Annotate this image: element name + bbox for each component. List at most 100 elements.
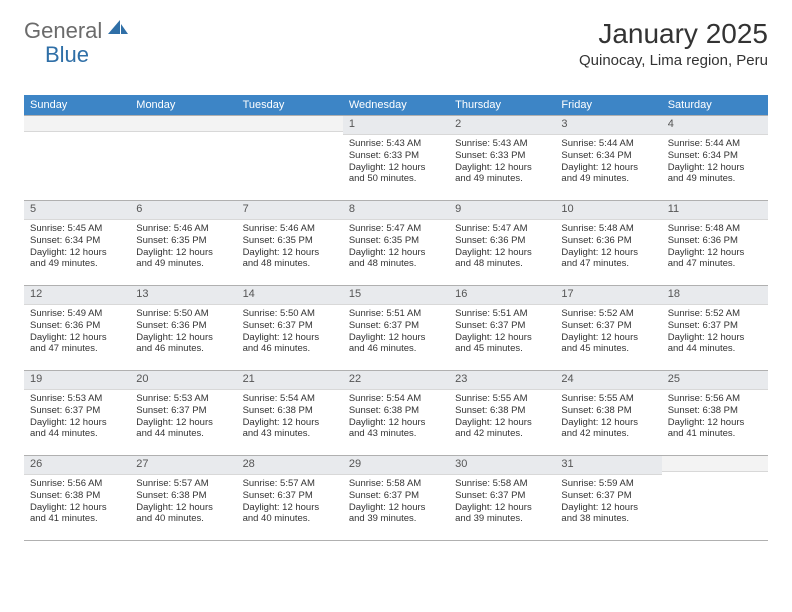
location-subtitle: Quinocay, Lima region, Peru (579, 52, 768, 69)
sunrise-line: Sunrise: 5:53 AM (30, 393, 124, 405)
day-number: 16 (449, 286, 555, 305)
day-body: Sunrise: 5:53 AMSunset: 6:37 PMDaylight:… (24, 390, 130, 445)
sunrise-line: Sunrise: 5:46 AM (136, 223, 230, 235)
sunrise-line: Sunrise: 5:55 AM (455, 393, 549, 405)
day-body: Sunrise: 5:50 AMSunset: 6:36 PMDaylight:… (130, 305, 236, 360)
sunset-line: Sunset: 6:34 PM (30, 235, 124, 247)
sunrise-line: Sunrise: 5:58 AM (349, 478, 443, 490)
sunrise-line: Sunrise: 5:53 AM (136, 393, 230, 405)
day-body: Sunrise: 5:47 AMSunset: 6:36 PMDaylight:… (449, 220, 555, 275)
sunset-line: Sunset: 6:34 PM (668, 150, 762, 162)
sunrise-line: Sunrise: 5:49 AM (30, 308, 124, 320)
day-number: 22 (343, 371, 449, 390)
day-number (24, 116, 130, 132)
sunrise-line: Sunrise: 5:47 AM (455, 223, 549, 235)
day-cell: 14Sunrise: 5:50 AMSunset: 6:37 PMDayligh… (237, 286, 343, 370)
day-cell: 19Sunrise: 5:53 AMSunset: 6:37 PMDayligh… (24, 371, 130, 455)
daylight-line: Daylight: 12 hours and 49 minutes. (136, 247, 230, 271)
sunset-line: Sunset: 6:38 PM (349, 405, 443, 417)
day-cell: 6Sunrise: 5:46 AMSunset: 6:35 PMDaylight… (130, 201, 236, 285)
day-cell: 25Sunrise: 5:56 AMSunset: 6:38 PMDayligh… (662, 371, 768, 455)
day-number: 28 (237, 456, 343, 475)
day-cell: 26Sunrise: 5:56 AMSunset: 6:38 PMDayligh… (24, 456, 130, 540)
daylight-line: Daylight: 12 hours and 47 minutes. (30, 332, 124, 356)
day-cell: 5Sunrise: 5:45 AMSunset: 6:34 PMDaylight… (24, 201, 130, 285)
daylight-line: Daylight: 12 hours and 47 minutes. (561, 247, 655, 271)
day-number: 13 (130, 286, 236, 305)
day-body: Sunrise: 5:52 AMSunset: 6:37 PMDaylight:… (662, 305, 768, 360)
sunset-line: Sunset: 6:36 PM (455, 235, 549, 247)
logo-sail-icon (104, 18, 130, 44)
day-body: Sunrise: 5:48 AMSunset: 6:36 PMDaylight:… (555, 220, 661, 275)
day-number: 8 (343, 201, 449, 220)
sunrise-line: Sunrise: 5:50 AM (136, 308, 230, 320)
day-number: 18 (662, 286, 768, 305)
weekday-header: SundayMondayTuesdayWednesdayThursdayFrid… (24, 95, 768, 115)
day-cell (24, 116, 130, 200)
day-body (24, 132, 130, 139)
daylight-line: Daylight: 12 hours and 46 minutes. (136, 332, 230, 356)
sunset-line: Sunset: 6:38 PM (243, 405, 337, 417)
sunrise-line: Sunrise: 5:51 AM (455, 308, 549, 320)
day-body: Sunrise: 5:51 AMSunset: 6:37 PMDaylight:… (449, 305, 555, 360)
day-body: Sunrise: 5:50 AMSunset: 6:37 PMDaylight:… (237, 305, 343, 360)
sunrise-line: Sunrise: 5:48 AM (561, 223, 655, 235)
day-body: Sunrise: 5:54 AMSunset: 6:38 PMDaylight:… (237, 390, 343, 445)
week-row: 19Sunrise: 5:53 AMSunset: 6:37 PMDayligh… (24, 370, 768, 455)
daylight-line: Daylight: 12 hours and 43 minutes. (243, 417, 337, 441)
day-number: 19 (24, 371, 130, 390)
weekday-label: Tuesday (237, 95, 343, 115)
daylight-line: Daylight: 12 hours and 44 minutes. (30, 417, 124, 441)
day-cell: 17Sunrise: 5:52 AMSunset: 6:37 PMDayligh… (555, 286, 661, 370)
sunrise-line: Sunrise: 5:48 AM (668, 223, 762, 235)
day-number: 4 (662, 116, 768, 135)
daylight-line: Daylight: 12 hours and 39 minutes. (349, 502, 443, 526)
sunset-line: Sunset: 6:37 PM (561, 490, 655, 502)
sunset-line: Sunset: 6:37 PM (455, 490, 549, 502)
sunset-line: Sunset: 6:37 PM (349, 320, 443, 332)
day-body: Sunrise: 5:46 AMSunset: 6:35 PMDaylight:… (130, 220, 236, 275)
day-number (130, 116, 236, 132)
sunrise-line: Sunrise: 5:57 AM (136, 478, 230, 490)
daylight-line: Daylight: 12 hours and 43 minutes. (349, 417, 443, 441)
day-cell: 2Sunrise: 5:43 AMSunset: 6:33 PMDaylight… (449, 116, 555, 200)
day-cell: 8Sunrise: 5:47 AMSunset: 6:35 PMDaylight… (343, 201, 449, 285)
sunrise-line: Sunrise: 5:45 AM (30, 223, 124, 235)
day-cell: 9Sunrise: 5:47 AMSunset: 6:36 PMDaylight… (449, 201, 555, 285)
day-body: Sunrise: 5:56 AMSunset: 6:38 PMDaylight:… (662, 390, 768, 445)
sunset-line: Sunset: 6:37 PM (136, 405, 230, 417)
daylight-line: Daylight: 12 hours and 41 minutes. (668, 417, 762, 441)
weekday-label: Saturday (662, 95, 768, 115)
daylight-line: Daylight: 12 hours and 49 minutes. (455, 162, 549, 186)
week-row: 26Sunrise: 5:56 AMSunset: 6:38 PMDayligh… (24, 455, 768, 541)
day-number: 26 (24, 456, 130, 475)
sunset-line: Sunset: 6:37 PM (243, 490, 337, 502)
day-cell: 10Sunrise: 5:48 AMSunset: 6:36 PMDayligh… (555, 201, 661, 285)
day-cell: 30Sunrise: 5:58 AMSunset: 6:37 PMDayligh… (449, 456, 555, 540)
sunset-line: Sunset: 6:37 PM (30, 405, 124, 417)
day-number: 1 (343, 116, 449, 135)
day-cell: 27Sunrise: 5:57 AMSunset: 6:38 PMDayligh… (130, 456, 236, 540)
day-number: 5 (24, 201, 130, 220)
sunrise-line: Sunrise: 5:54 AM (243, 393, 337, 405)
sunset-line: Sunset: 6:36 PM (561, 235, 655, 247)
day-body: Sunrise: 5:51 AMSunset: 6:37 PMDaylight:… (343, 305, 449, 360)
logo-text-blue: Blue (45, 42, 89, 68)
daylight-line: Daylight: 12 hours and 46 minutes. (349, 332, 443, 356)
title-block: January 2025 Quinocay, Lima region, Peru (579, 18, 768, 69)
week-row: 1Sunrise: 5:43 AMSunset: 6:33 PMDaylight… (24, 115, 768, 200)
sunrise-line: Sunrise: 5:52 AM (561, 308, 655, 320)
daylight-line: Daylight: 12 hours and 48 minutes. (455, 247, 549, 271)
day-body (130, 132, 236, 139)
day-cell: 11Sunrise: 5:48 AMSunset: 6:36 PMDayligh… (662, 201, 768, 285)
day-body: Sunrise: 5:43 AMSunset: 6:33 PMDaylight:… (343, 135, 449, 190)
day-number (237, 116, 343, 132)
weekday-label: Monday (130, 95, 236, 115)
day-body: Sunrise: 5:55 AMSunset: 6:38 PMDaylight:… (449, 390, 555, 445)
daylight-line: Daylight: 12 hours and 44 minutes. (668, 332, 762, 356)
sunrise-line: Sunrise: 5:43 AM (455, 138, 549, 150)
daylight-line: Daylight: 12 hours and 45 minutes. (561, 332, 655, 356)
daylight-line: Daylight: 12 hours and 47 minutes. (668, 247, 762, 271)
day-number: 31 (555, 456, 661, 475)
sunset-line: Sunset: 6:33 PM (349, 150, 443, 162)
